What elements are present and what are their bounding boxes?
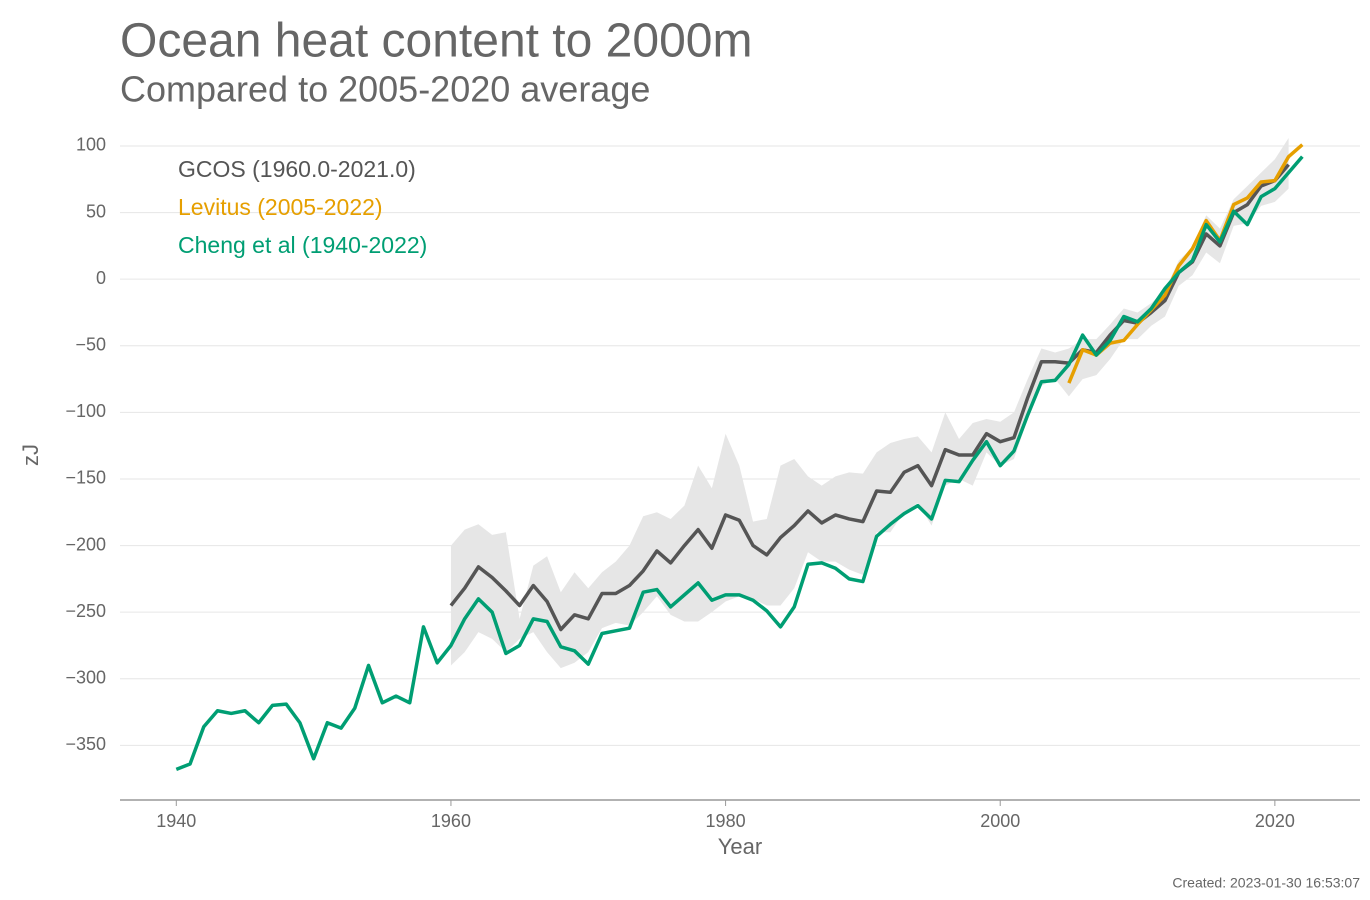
x-tick-label: 1960: [431, 811, 471, 831]
uncertainty-band: [450, 137, 1289, 669]
y-tick-label: −150: [65, 468, 106, 488]
x-tick-label: 2020: [1255, 811, 1295, 831]
y-tick-label: −250: [65, 601, 106, 621]
legend-label: GCOS (1960.0-2021.0): [178, 156, 416, 182]
y-tick-label: −350: [65, 734, 106, 754]
x-axis-label: Year: [718, 834, 762, 859]
y-tick-label: −300: [65, 668, 106, 688]
y-tick-label: 50: [86, 201, 106, 221]
y-tick-label: −50: [75, 335, 106, 355]
legend-label: Cheng et al (1940-2022): [178, 232, 427, 258]
y-tick-label: −200: [65, 534, 106, 554]
y-tick-label: 100: [76, 135, 106, 155]
x-tick-label: 1980: [706, 811, 746, 831]
x-tick-label: 1940: [156, 811, 196, 831]
y-tick-label: 0: [96, 268, 106, 288]
y-tick-label: −100: [65, 401, 106, 421]
chart-title: Ocean heat content to 2000m: [120, 15, 752, 68]
series-line: [175, 155, 1304, 771]
footer: Created: 2023-01-30 16:53:07: [1172, 875, 1360, 891]
legend-label: Levitus (2005-2022): [178, 194, 383, 220]
y-axis-label: zJ: [18, 444, 43, 466]
chart-subtitle: Compared to 2005-2020 average: [120, 69, 650, 110]
x-tick-label: 2000: [980, 811, 1020, 831]
